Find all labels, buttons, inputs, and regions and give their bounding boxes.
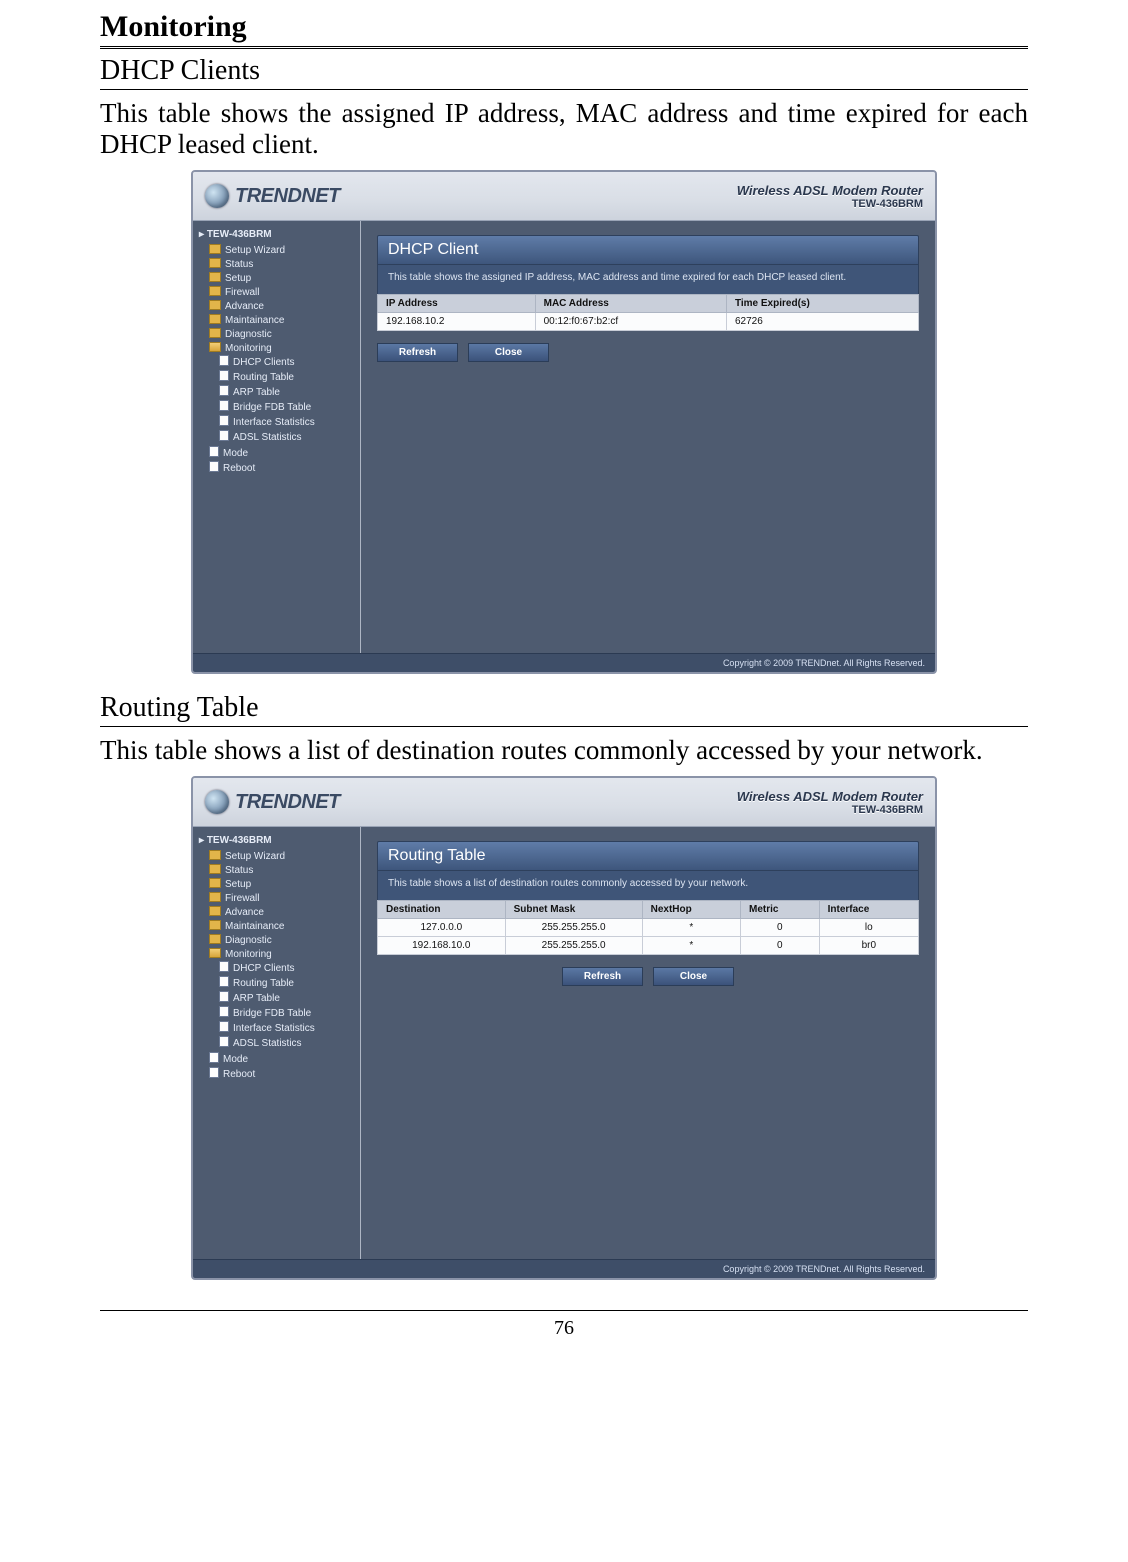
cell: *	[642, 937, 740, 955]
dhcp-table: IP Address MAC Address Time Expired(s) 1…	[377, 294, 919, 331]
nav-subitem[interactable]: ADSL Statistics	[219, 429, 354, 444]
brand-logo: TRENDNET	[205, 184, 340, 208]
nav-subitem[interactable]: Interface Statistics	[219, 414, 354, 429]
cell: *	[642, 919, 740, 937]
cell: 00:12:f0:67:b2:cf	[535, 313, 726, 331]
cell: 0	[741, 937, 820, 955]
page-number: 76	[100, 1310, 1028, 1340]
main-panel: Routing Table This table shows a list of…	[361, 827, 935, 1259]
nav-item-monitoring[interactable]: Monitoring DHCP Clients Routing Table AR…	[209, 947, 354, 1051]
panel-desc: This table shows the assigned IP address…	[377, 265, 919, 294]
router-screenshot-dhcp: TRENDNET Wireless ADSL Modem Router TEW-…	[191, 170, 937, 674]
routing-table: Destination Subnet Mask NextHop Metric I…	[377, 900, 919, 955]
router-screenshot-routing: TRENDNET Wireless ADSL Modem Router TEW-…	[191, 776, 937, 1280]
section-routing-desc: This table shows a list of destination r…	[100, 735, 1028, 766]
close-button[interactable]: Close	[468, 343, 549, 362]
cell: br0	[819, 937, 918, 955]
product-name: Wireless ADSL Modem Router TEW-436BRM	[737, 183, 923, 210]
nav-item-monitoring[interactable]: Monitoring DHCP Clients Routing Table AR…	[209, 341, 354, 445]
nav-sidebar: ▸ TEW-436BRM Setup Wizard Status Setup F…	[193, 221, 361, 653]
nav-subitem[interactable]: ARP Table	[219, 384, 354, 399]
table-row: 192.168.10.0 255.255.255.0 * 0 br0	[378, 937, 919, 955]
cell: 255.255.255.0	[505, 919, 642, 937]
col-header: MAC Address	[535, 295, 726, 313]
cell: 0	[741, 919, 820, 937]
section-dhcp-title: DHCP Clients	[100, 55, 1028, 90]
nav-item[interactable]: Setup	[209, 877, 354, 891]
panel-title: Routing Table	[377, 841, 919, 871]
nav-subitem[interactable]: DHCP Clients	[219, 354, 354, 369]
nav-item[interactable]: Advance	[209, 905, 354, 919]
nav-item[interactable]: Status	[209, 257, 354, 271]
globe-icon	[205, 790, 229, 814]
cell: 192.168.10.0	[378, 937, 506, 955]
close-button[interactable]: Close	[653, 967, 734, 986]
router-footer: Copyright © 2009 TRENDnet. All Rights Re…	[193, 1259, 935, 1278]
cell: 192.168.10.2	[378, 313, 536, 331]
nav-item[interactable]: Reboot	[209, 460, 354, 475]
cell: lo	[819, 919, 918, 937]
nav-subitem[interactable]: Routing Table	[219, 369, 354, 384]
nav-item[interactable]: Setup Wizard	[209, 849, 354, 863]
nav-item[interactable]: Setup	[209, 271, 354, 285]
col-header: Interface	[819, 901, 918, 919]
refresh-button[interactable]: Refresh	[377, 343, 458, 362]
nav-item[interactable]: Maintainance	[209, 313, 354, 327]
nav-root[interactable]: ▸ TEW-436BRM	[199, 229, 354, 240]
globe-icon	[205, 184, 229, 208]
router-footer: Copyright © 2009 TRENDnet. All Rights Re…	[193, 653, 935, 672]
col-header: Destination	[378, 901, 506, 919]
nav-subitem[interactable]: Interface Statistics	[219, 1020, 354, 1035]
nav-item[interactable]: Firewall	[209, 285, 354, 299]
nav-subitem[interactable]: ADSL Statistics	[219, 1035, 354, 1050]
router-header: TRENDNET Wireless ADSL Modem Router TEW-…	[193, 172, 935, 221]
nav-item[interactable]: Reboot	[209, 1066, 354, 1081]
col-header: Subnet Mask	[505, 901, 642, 919]
panel-desc: This table shows a list of destination r…	[377, 871, 919, 900]
nav-item[interactable]: Diagnostic	[209, 327, 354, 341]
nav-sidebar: ▸ TEW-436BRM Setup Wizard Status Setup F…	[193, 827, 361, 1259]
nav-subitem[interactable]: Bridge FDB Table	[219, 399, 354, 414]
cell: 62726	[726, 313, 918, 331]
brand-text: TRENDNET	[235, 791, 340, 814]
col-header: IP Address	[378, 295, 536, 313]
brand-text: TRENDNET	[235, 185, 340, 208]
nav-subitem[interactable]: Bridge FDB Table	[219, 1005, 354, 1020]
nav-item[interactable]: Diagnostic	[209, 933, 354, 947]
brand-logo: TRENDNET	[205, 790, 340, 814]
refresh-button[interactable]: Refresh	[562, 967, 643, 986]
product-line2: TEW-436BRM	[737, 804, 923, 816]
product-name: Wireless ADSL Modem Router TEW-436BRM	[737, 789, 923, 816]
nav-root[interactable]: ▸ TEW-436BRM	[199, 835, 354, 846]
nav-item[interactable]: Status	[209, 863, 354, 877]
col-header: Metric	[741, 901, 820, 919]
cell: 255.255.255.0	[505, 937, 642, 955]
nav-item[interactable]: Mode	[209, 445, 354, 460]
nav-subitem[interactable]: Routing Table	[219, 975, 354, 990]
nav-item[interactable]: Advance	[209, 299, 354, 313]
section-routing-title: Routing Table	[100, 692, 1028, 727]
page-heading: Monitoring	[100, 10, 1028, 49]
panel-title: DHCP Client	[377, 235, 919, 265]
table-row: 127.0.0.0 255.255.255.0 * 0 lo	[378, 919, 919, 937]
nav-item[interactable]: Maintainance	[209, 919, 354, 933]
nav-item[interactable]: Firewall	[209, 891, 354, 905]
product-line1: Wireless ADSL Modem Router	[737, 183, 923, 198]
router-header: TRENDNET Wireless ADSL Modem Router TEW-…	[193, 778, 935, 827]
section-dhcp-desc: This table shows the assigned IP address…	[100, 98, 1028, 160]
col-header: NextHop	[642, 901, 740, 919]
product-line1: Wireless ADSL Modem Router	[737, 789, 923, 804]
cell: 127.0.0.0	[378, 919, 506, 937]
nav-item[interactable]: Setup Wizard	[209, 243, 354, 257]
product-line2: TEW-436BRM	[737, 198, 923, 210]
nav-subitem[interactable]: DHCP Clients	[219, 960, 354, 975]
table-row: 192.168.10.2 00:12:f0:67:b2:cf 62726	[378, 313, 919, 331]
col-header: Time Expired(s)	[726, 295, 918, 313]
nav-item[interactable]: Mode	[209, 1051, 354, 1066]
main-panel: DHCP Client This table shows the assigne…	[361, 221, 935, 653]
nav-subitem[interactable]: ARP Table	[219, 990, 354, 1005]
